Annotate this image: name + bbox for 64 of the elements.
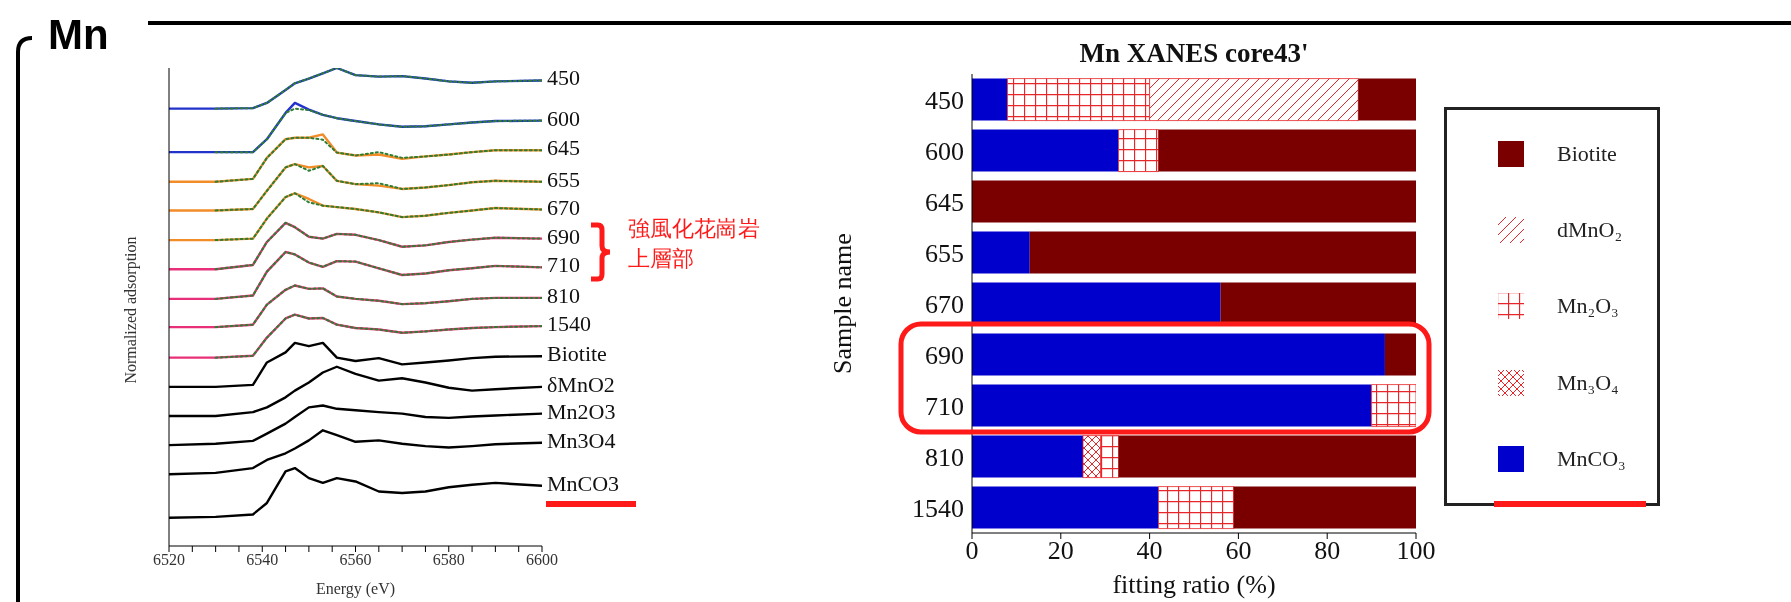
- text: Mn: [48, 11, 109, 58]
- series-label: 645: [547, 135, 580, 161]
- bar: [1233, 486, 1416, 529]
- bar: [1158, 486, 1235, 529]
- bar: [1358, 78, 1416, 121]
- x-tick-label: 60: [1225, 536, 1252, 566]
- text: 強風化花崗岩上層部: [628, 215, 761, 273]
- bar: [972, 486, 1159, 529]
- bar: [1220, 282, 1416, 325]
- bar: [972, 129, 1119, 172]
- series-label: 450: [547, 65, 580, 91]
- bar: [972, 282, 1221, 325]
- series-label: 600: [547, 105, 580, 131]
- x-axis-title: Energy (eV): [315, 580, 396, 598]
- y-axis-title: Sample name: [828, 233, 858, 374]
- series-label: 690: [547, 223, 580, 249]
- y-tick-label: 690: [925, 340, 964, 370]
- x-tick-label: 40: [1136, 536, 1163, 566]
- bar: [1029, 231, 1416, 274]
- x-tick-label: 6520: [153, 551, 185, 569]
- series-label: Biotite: [547, 341, 607, 367]
- y-tick-label: 645: [925, 187, 964, 217]
- x-tick-label: 6540: [246, 551, 279, 569]
- series-label: 670: [547, 194, 580, 220]
- y-tick-label: 600: [925, 136, 964, 166]
- series-label: MnCO3: [547, 470, 620, 496]
- chart-title: Mn XANES core43': [1078, 38, 1310, 69]
- series-label: Mn3O4: [547, 427, 616, 453]
- x-tick-label: 20: [1047, 536, 1074, 566]
- bar: [972, 435, 1083, 478]
- x-tick-label: 80: [1314, 536, 1341, 566]
- bar: [1384, 333, 1416, 376]
- series-label: 1540: [547, 311, 591, 337]
- legend-label: dMnO₂: [1557, 217, 1623, 244]
- x-tick-label: 0: [965, 536, 979, 566]
- x-tick-label: 6560: [339, 551, 372, 569]
- x-tick-label: 6600: [526, 551, 558, 569]
- series-label: δMnO2: [547, 371, 615, 397]
- series-label: 655: [547, 166, 580, 192]
- y-tick-label: 810: [925, 442, 964, 472]
- x-axis-title: fitting ratio (%): [1112, 570, 1276, 599]
- bar: [1158, 129, 1416, 172]
- legend-label: MnCO₃: [1557, 445, 1626, 472]
- y-tick-label: 710: [925, 391, 964, 421]
- x-tick-label: 100: [1396, 536, 1436, 566]
- bar: [1118, 435, 1416, 478]
- bar: [1371, 384, 1416, 427]
- legend-label: Mn₃O₄: [1557, 369, 1619, 396]
- series-label: 810: [547, 282, 580, 308]
- series-label: Mn2O3: [547, 398, 616, 424]
- legend-label: Biotite: [1557, 141, 1617, 168]
- y-tick-label: 670: [925, 289, 964, 319]
- legend-label: Mn₂O₃: [1557, 293, 1619, 320]
- series-label: 710: [547, 252, 580, 278]
- y-axis-title: Normalized adsorption: [122, 236, 140, 384]
- x-tick-label: 6580: [432, 551, 465, 569]
- bar: [972, 78, 1008, 121]
- bar: [972, 384, 1372, 427]
- y-tick-label: 655: [925, 238, 964, 268]
- bar: [1118, 129, 1159, 172]
- bar: [972, 231, 1030, 274]
- bar: [972, 180, 1416, 223]
- y-tick-label: 450: [925, 85, 964, 115]
- y-tick-label: 1540: [912, 493, 964, 523]
